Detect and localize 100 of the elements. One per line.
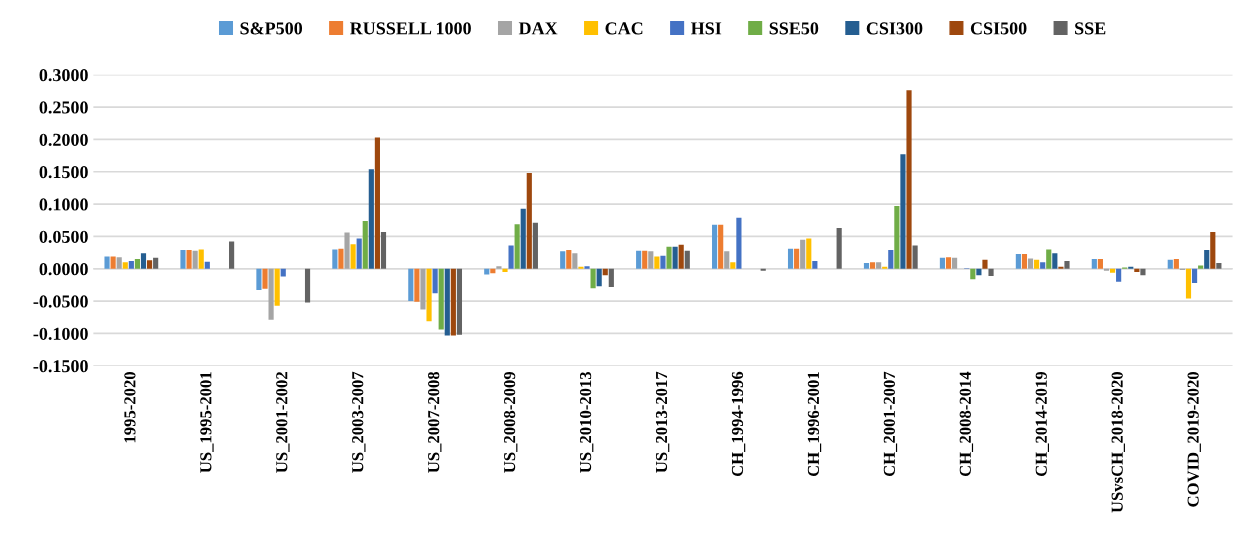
bar [1173,259,1179,269]
bar [1046,249,1052,269]
bar [508,245,514,269]
bar [939,257,946,269]
bar [1064,261,1070,269]
bar [912,245,918,269]
legend-label: CAC [605,22,643,35]
x-tick-label: CH_2014-2019 [1035,371,1050,477]
bar [666,246,672,269]
bar [229,241,235,269]
y-tick-label: -0.0500 [33,295,88,308]
bar [787,248,794,269]
bar [724,251,730,269]
bar [636,250,642,269]
bar [596,268,602,287]
bar [204,261,210,269]
bar [116,257,122,269]
bar [426,268,432,322]
bar [988,268,994,276]
bar [420,268,426,310]
x-tick-label: CH_2008-2014 [959,371,974,477]
bar [800,239,806,269]
bar [1027,258,1034,269]
bar [952,257,958,269]
bar [812,261,818,269]
bar [945,257,952,269]
bar [976,268,982,276]
bar [198,249,204,269]
legend-label: CSI300 [866,22,923,35]
bar [560,251,566,269]
bar [590,268,596,289]
bar [380,231,387,269]
bar [1015,253,1021,269]
bar [1109,268,1116,273]
bar [104,256,110,269]
bar [450,268,456,336]
bar [526,173,532,269]
bar [332,249,338,269]
bar [128,261,134,269]
legend-label: S&P500 [240,22,303,35]
bar [268,268,274,320]
legend-label: RUSSELL 1000 [349,22,471,35]
bar [672,246,678,269]
bar [863,262,870,269]
bar [1140,268,1146,276]
bar [642,250,648,269]
x-tick-label: US_2001-2002 [276,372,290,473]
bar [304,268,311,303]
bar [408,268,414,302]
bar [1091,259,1097,269]
bar [1040,262,1046,269]
x-tick-label: CH_2001-2007 [883,371,898,477]
bar [414,268,420,302]
bar [736,217,742,269]
bar [794,248,800,269]
bar [134,259,141,269]
bar [894,206,900,269]
y-tick-label: 0.0000 [39,263,88,276]
bar [1192,268,1198,284]
y-tick-label: -0.1500 [33,360,88,373]
y-tick-label: 0.1000 [39,198,88,211]
bar [1097,259,1103,269]
bar [1167,259,1173,269]
bar [869,262,876,269]
bar [608,268,614,287]
x-tick-label: COVID_2019-2020 [1187,371,1201,507]
bar [730,262,736,269]
bar [806,238,812,269]
y-tick-label: 0.2000 [39,133,88,146]
bar [456,268,463,335]
bar [836,228,842,269]
x-tick-label: US_1995-2001 [200,372,214,473]
bar [520,208,526,269]
bar [262,268,268,289]
bar [532,222,538,269]
x-tick-label: 1995-2020 [124,371,136,443]
bar [484,268,490,275]
x-tick-label: US_2007-2008 [428,371,442,473]
bar [900,154,906,269]
bar [110,256,116,269]
bar [256,268,262,291]
bar [374,137,380,269]
bar [280,268,286,277]
bar [192,250,198,269]
bar [1185,268,1192,299]
bar [970,268,976,280]
x-tick-label: CH_1996-2001 [807,372,822,477]
x-tick-label: US_2013-2017 [655,371,670,473]
x-tick-label: USvsCH_2018-2020 [1111,371,1125,513]
y-tick-label: 0.2500 [39,101,88,114]
bar [344,232,350,269]
y-tick-label: 0.1500 [39,166,88,179]
bar [180,250,186,269]
bar [888,250,894,269]
x-tick-label: CH_1994-1996 [731,371,746,477]
bar [146,260,153,269]
bar [654,256,660,269]
bar [368,169,374,269]
bar [438,268,444,330]
y-tick-label: 0.0500 [39,230,88,243]
